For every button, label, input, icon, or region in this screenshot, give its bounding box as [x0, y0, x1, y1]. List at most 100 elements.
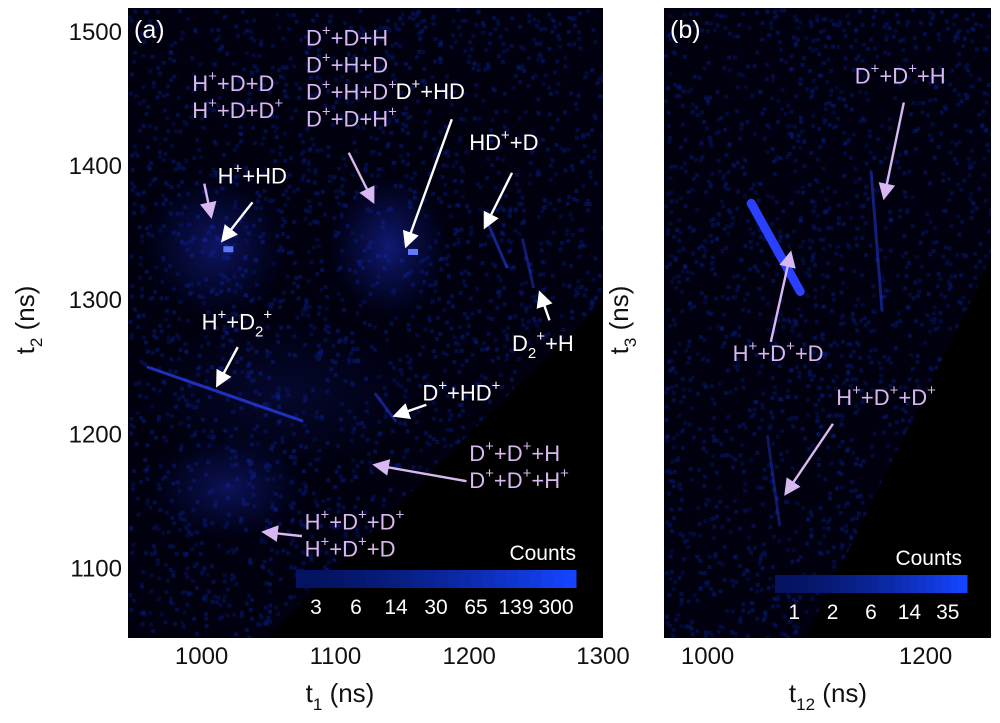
noise-pixel — [826, 352, 831, 357]
noise-pixel — [557, 198, 561, 203]
noise-pixel — [131, 542, 136, 547]
noise-pixel — [811, 114, 816, 119]
noise-pixel — [971, 84, 975, 89]
noise-pixel — [897, 67, 902, 71]
noise-pixel — [704, 45, 709, 50]
noise-pixel — [463, 283, 468, 288]
noise-pixel — [146, 165, 151, 169]
noise-pixel — [667, 123, 671, 128]
noise-pixel — [676, 274, 681, 279]
noise-pixel — [962, 307, 967, 312]
noise-pixel — [415, 11, 420, 16]
noise-pixel — [460, 169, 465, 174]
noise-pixel — [438, 40, 443, 45]
noise-pixel — [680, 309, 685, 314]
noise-pixel — [770, 415, 775, 420]
noise-pixel — [503, 91, 507, 96]
noise-pixel — [800, 426, 805, 431]
noise-pixel — [378, 125, 383, 130]
noise-pixel — [244, 165, 249, 170]
noise-pixel — [819, 334, 824, 339]
noise-pixel — [313, 69, 318, 73]
noise-pixel — [959, 187, 964, 192]
noise-pixel — [816, 179, 820, 184]
noise-pixel — [974, 264, 979, 269]
noise-pixel — [698, 570, 703, 575]
noise-pixel — [503, 109, 508, 114]
tick-label: 1400 — [69, 153, 122, 180]
noise-pixel — [439, 200, 444, 204]
noise-pixel — [956, 140, 961, 145]
noise-pixel — [140, 204, 145, 209]
noise-pixel — [281, 65, 286, 70]
noise-pixel — [746, 64, 751, 69]
colorbar-tick-label: 14 — [898, 601, 922, 624]
noise-pixel — [456, 228, 461, 233]
noise-pixel — [680, 269, 685, 274]
noise-pixel — [673, 51, 678, 56]
noise-pixel — [904, 251, 909, 255]
panel-a-annotations: H++D+DH++D+D+H++HDD++D+HD++H+DD++H+D+D++… — [192, 23, 574, 562]
noise-pixel — [198, 551, 203, 556]
noise-pixel — [703, 519, 708, 523]
noise-pixel — [469, 225, 474, 230]
noise-pixel — [151, 544, 156, 549]
noise-pixel — [671, 366, 676, 370]
streak-1 — [869, 170, 884, 312]
noise-pixel — [730, 578, 735, 583]
noise-pixel — [672, 235, 677, 239]
noise-pixel — [836, 413, 841, 418]
noise-pixel — [269, 571, 274, 576]
noise-pixel — [669, 190, 674, 195]
noise-pixel — [400, 128, 405, 133]
colorbar-tick-label: 300 — [538, 596, 573, 619]
noise-pixel — [888, 209, 892, 214]
noise-pixel — [804, 609, 809, 614]
noise-pixel — [307, 45, 311, 50]
noise-pixel — [315, 13, 320, 18]
noise-pixel — [974, 22, 979, 27]
noise-pixel — [863, 381, 868, 385]
noise-pixel — [328, 524, 333, 528]
noise-pixel — [379, 167, 384, 172]
noise-pixel — [452, 178, 457, 183]
noise-pixel — [707, 326, 712, 331]
noise-pixel — [269, 548, 274, 552]
noise-pixel — [807, 183, 812, 187]
noise-pixel — [772, 584, 776, 589]
noise-pixel — [364, 162, 369, 167]
noise-pixel — [669, 358, 674, 363]
noise-pixel — [129, 332, 134, 337]
noise-pixel — [915, 379, 919, 383]
noise-pixel — [898, 208, 903, 213]
noise-pixel — [556, 33, 561, 38]
noise-pixel — [303, 524, 308, 529]
noise-pixel — [901, 48, 906, 53]
noise-pixel — [315, 503, 320, 508]
noise-pixel — [164, 317, 169, 322]
noise-pixel — [203, 594, 208, 599]
noise-pixel — [281, 192, 286, 197]
noise-pixel — [726, 285, 731, 290]
noise-pixel — [152, 328, 157, 333]
noise-pixel — [517, 189, 521, 194]
noise-pixel — [356, 534, 361, 539]
noise-pixel — [919, 322, 924, 327]
noise-pixel — [763, 611, 768, 616]
noise-pixel — [679, 592, 684, 596]
noise-pixel — [445, 427, 450, 432]
noise-pixel — [829, 88, 834, 93]
noise-pixel — [752, 407, 757, 412]
annotation-part: +D — [879, 64, 908, 89]
noise-pixel — [331, 122, 336, 127]
noise-pixel — [317, 549, 322, 554]
noise-pixel — [711, 590, 716, 595]
noise-pixel — [308, 205, 313, 210]
noise-pixel — [898, 82, 903, 87]
noise-pixel — [952, 14, 957, 19]
noise-pixel — [304, 50, 309, 55]
noise-pixel — [780, 457, 785, 462]
noise-pixel — [463, 269, 468, 274]
noise-pixel — [167, 340, 171, 345]
noise-pixel — [705, 498, 710, 503]
